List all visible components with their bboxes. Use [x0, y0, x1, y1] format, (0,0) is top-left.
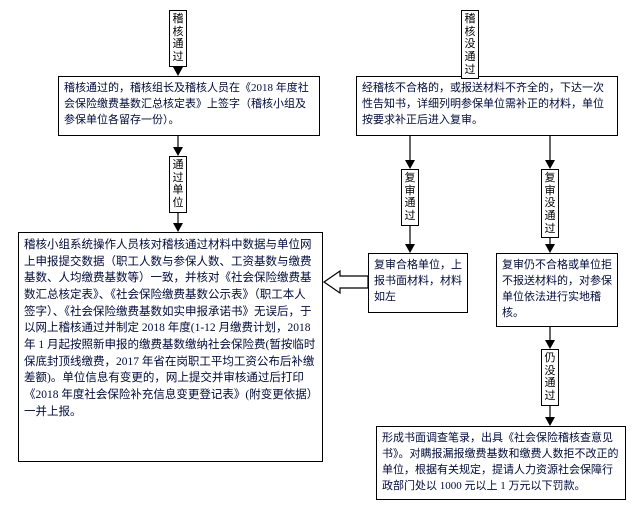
label-char: 过 — [170, 51, 186, 64]
flow-label-l_fail: 稽核没通过 — [461, 10, 479, 79]
flow-node-n_fail: 经稽核不合格的，或报送材料不齐全的，下达一次性告知书，详细列明参保单位需补正的材… — [356, 76, 618, 136]
label-char: 仍 — [542, 352, 558, 365]
flow-node-n_revok: 复审合格单位，上报书面材料，材料如左 — [368, 253, 468, 313]
label-char: 过 — [462, 64, 478, 77]
node-text: 经稽核不合格的，或报送材料不齐全的，下达一次性告知书，详细列明参保单位需补正的材… — [362, 82, 604, 126]
label-char: 过 — [402, 210, 418, 223]
label-char: 过 — [542, 223, 558, 236]
flow-label-l_pass: 稽核通过 — [169, 10, 187, 67]
node-text: 形成书面调查笔录，出具《社会保险稽核查意见书》。对瞒报漏报缴费基数和缴费人数拒不… — [382, 432, 619, 492]
flow-label-l_notify: 通过单位 — [169, 156, 187, 213]
label-char: 通 — [402, 197, 418, 210]
label-char: 位 — [170, 197, 186, 210]
label-char: 通 — [170, 38, 186, 51]
label-char: 通 — [542, 377, 558, 390]
label-char: 审 — [402, 185, 418, 198]
node-text: 复审合格单位，上报书面材料，材料如左 — [374, 259, 462, 303]
label-char: 单 — [170, 184, 186, 197]
label-char: 稽 — [462, 13, 478, 26]
flow-label-l_rev_ok: 复审通过 — [401, 169, 419, 226]
flow-node-n_pass: 稽核通过的，稽核组长及稽核人员在《2018 年度社会保险缴费基数汇总核定表》上签… — [58, 76, 320, 136]
flow-label-l_still: 仍没通过 — [541, 349, 559, 406]
node-text: 稽核通过的，稽核组长及稽核人员在《2018 年度社会保险缴费基数汇总核定表》上签… — [64, 82, 309, 126]
label-char: 复 — [402, 172, 418, 185]
label-char: 核 — [462, 26, 478, 39]
label-char: 过 — [542, 390, 558, 403]
label-char: 通 — [542, 210, 558, 223]
label-char: 通 — [462, 51, 478, 64]
node-text: 复审仍不合格或单位拒不报送材料的，对参保单位依法进行实地稽核。 — [502, 259, 612, 319]
flow-label-l_rev_no: 复审没通过 — [541, 169, 559, 238]
flow-node-n_detail: 稽核小组系统操作人员核对稽核通过材料中数据与单位网上申报提交数据（职工人数与参保… — [18, 232, 323, 462]
flow-node-n_revno: 复审仍不合格或单位拒不报送材料的，对参保单位依法进行实地稽核。 — [496, 253, 618, 327]
label-char: 稽 — [170, 13, 186, 26]
label-char: 核 — [170, 26, 186, 39]
flow-node-n_final: 形成书面调查笔录，出具《社会保险稽核查意见书》。对瞒报漏报缴费基数和缴费人数拒不… — [376, 426, 626, 500]
label-char: 过 — [170, 172, 186, 185]
label-char: 没 — [542, 365, 558, 378]
label-char: 没 — [462, 38, 478, 51]
node-text: 稽核小组系统操作人员核对稽核通过材料中数据与单位网上申报提交数据（职工人数与参保… — [24, 239, 315, 418]
label-char: 没 — [542, 197, 558, 210]
label-char: 审 — [542, 185, 558, 198]
label-char: 复 — [542, 172, 558, 185]
label-char: 通 — [170, 159, 186, 172]
